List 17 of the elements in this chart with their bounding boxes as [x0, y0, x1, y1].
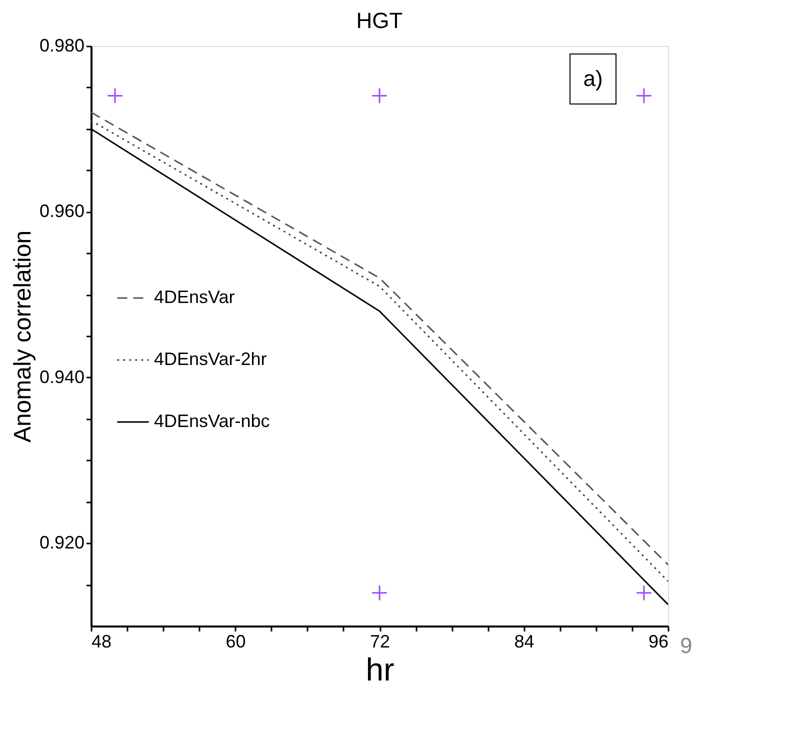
annotation: a)	[583, 66, 603, 91]
legend-label: 4DEnsVar	[154, 287, 235, 307]
x-tick-label: 84	[514, 632, 534, 652]
x-tick-label: 96	[648, 632, 668, 652]
y-axis-title: Anomaly correlation	[9, 230, 36, 443]
y-tick-label: 0.980	[39, 36, 84, 56]
legend-label: 4DEnsVar-nbc	[154, 411, 270, 431]
text: 9	[680, 633, 692, 658]
x-tick-label: 60	[226, 632, 246, 652]
x-tick-label: 72	[370, 632, 390, 652]
x-tick-label: 48	[92, 632, 112, 652]
y-tick-label: 0.960	[39, 201, 84, 222]
chart-title: HGT	[356, 8, 403, 33]
y-tick-label: 0.940	[39, 366, 84, 387]
y-tick-label: 0.920	[39, 532, 84, 553]
x-axis-title: hr	[366, 652, 395, 688]
legend-label: 4DEnsVar-2hr	[154, 349, 267, 369]
